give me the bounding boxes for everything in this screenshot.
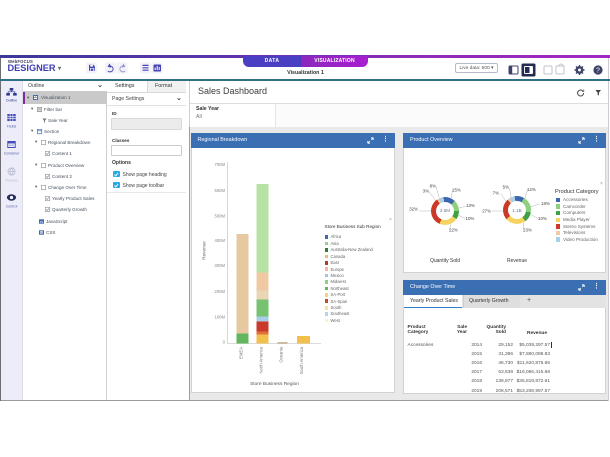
svg-text:JS: JS [40,219,44,223]
svg-text:5%: 5% [503,184,509,189]
svg-text:0: 0 [222,339,225,344]
svg-text:600M: 600M [214,187,225,192]
svg-text:12%: 12% [527,187,536,192]
svg-text:Outline: Outline [6,98,17,102]
svg-text:?: ? [596,67,600,74]
svg-text:10%: 10% [538,216,547,221]
svg-text:8%: 8% [430,183,436,188]
svg-text:22%: 22% [449,227,458,232]
svg-text:7%: 7% [493,190,499,195]
svg-text:Container: Container [4,151,20,155]
svg-text:Fields: Fields [7,124,17,128]
svg-text:15%: 15% [452,187,461,192]
svg-text:3%: 3% [423,188,429,193]
svg-text:27%: 27% [482,208,491,213]
svg-text:700M: 700M [214,162,225,167]
svg-text:13%: 13% [466,203,475,208]
svg-text:300M: 300M [214,263,225,268]
svg-text:Store Business Region: Store Business Region [250,381,299,387]
svg-text:Themes: Themes [5,178,18,182]
svg-text:EMEA: EMEA [238,346,243,358]
svg-text:500M: 500M [214,213,225,218]
svg-text:400M: 400M [214,238,225,243]
svg-text:South America: South America [299,346,304,374]
svg-text:100M: 100M [214,314,225,319]
svg-text:10%: 10% [466,216,475,221]
svg-text:32%: 32% [409,206,418,211]
svg-text:Oceania: Oceania [278,346,283,362]
svg-text:200M: 200M [214,289,225,294]
svg-text:Control: Control [6,204,18,208]
svg-text:Revenue: Revenue [201,240,206,259]
svg-text:18%: 18% [541,201,550,206]
svg-text:North America: North America [258,346,263,373]
svg-text:23%: 23% [523,227,532,232]
